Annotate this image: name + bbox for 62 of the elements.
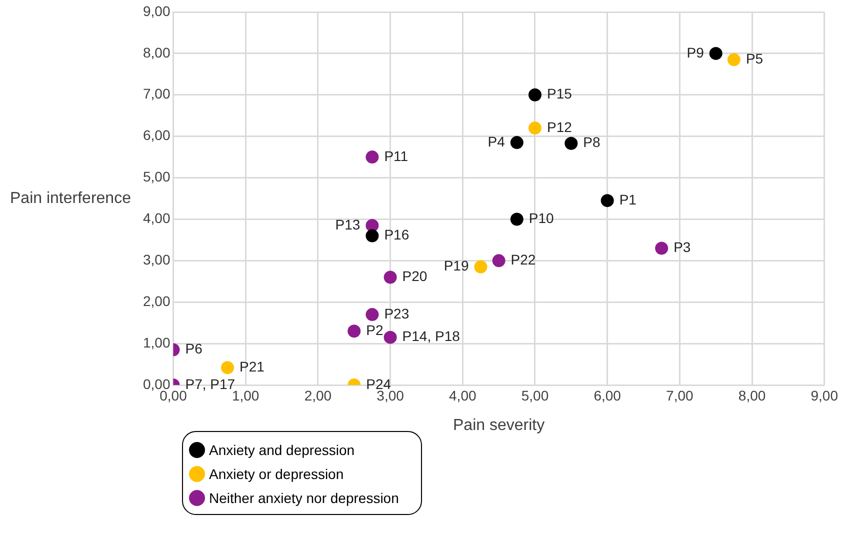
annotation: P9 [686,44,704,60]
point [384,270,397,284]
point [492,254,506,268]
point [528,122,542,135]
x-tick-label: 4,00 [449,387,476,404]
annotation: P11 [384,148,408,164]
point [510,212,524,226]
legend-label: Anxiety or depression [209,466,344,482]
x-tick-label: 8,00 [738,387,766,404]
point [366,229,379,242]
annotation: P8 [583,134,600,150]
y-tick-label: 5,00 [143,168,170,185]
annotation: P22 [510,252,536,268]
point [510,136,524,150]
point [366,218,379,232]
y-tick-label: 3,00 [143,252,170,268]
annotation: P21 [240,358,265,374]
legend-label: Anxiety and depression [209,442,355,458]
y-axis-title: Pain interference [10,190,132,207]
y-tick-label: 1,00 [143,334,170,350]
annotation: P14, P18 [402,328,460,344]
annotation: P12 [546,118,572,135]
point [366,308,379,322]
annotation: P1 [619,191,637,208]
y-tick-label: 2,00 [143,292,170,309]
annotation: P20 [402,268,428,284]
legend-label: Neither anxiety nor depression [209,490,399,506]
y-tick-label: 0,00 [143,376,170,392]
annotation: P16 [384,226,410,243]
y-tick-label: 4,00 [143,210,170,226]
point [727,53,740,66]
point [528,88,542,102]
point [221,361,234,374]
y-tick-label: 9,00 [143,2,170,19]
x-tick-label: 5,00 [521,387,549,404]
x-tick-label: 2,00 [304,387,332,404]
annotation: P2 [366,322,384,338]
point [366,150,379,164]
y-tick-label: 8,00 [143,44,170,60]
y-tick-label: 6,00 [143,127,170,144]
point [709,46,722,60]
annotation: P15 [546,86,572,102]
point [655,242,668,255]
x-tick-label: 7,00 [666,387,694,404]
annotation: P24 [366,376,392,392]
annotation: P4 [488,133,506,150]
point [384,330,397,344]
annotation: P10 [528,210,554,226]
point [474,260,488,274]
x-tick-label: 6,00 [594,387,622,404]
annotation: P19 [444,258,469,274]
annotation: P6 [185,340,203,357]
annotation: P3 [674,239,691,256]
annotation: P5 [746,50,764,67]
point [348,324,361,338]
annotation: P23 [384,305,410,322]
point [564,136,578,150]
point [600,194,614,208]
x-axis-title: Pain severity [453,416,545,434]
y-tick-label: 7,00 [143,86,170,102]
annotation: P13 [335,216,360,232]
x-tick-label: 9,00 [810,387,838,404]
